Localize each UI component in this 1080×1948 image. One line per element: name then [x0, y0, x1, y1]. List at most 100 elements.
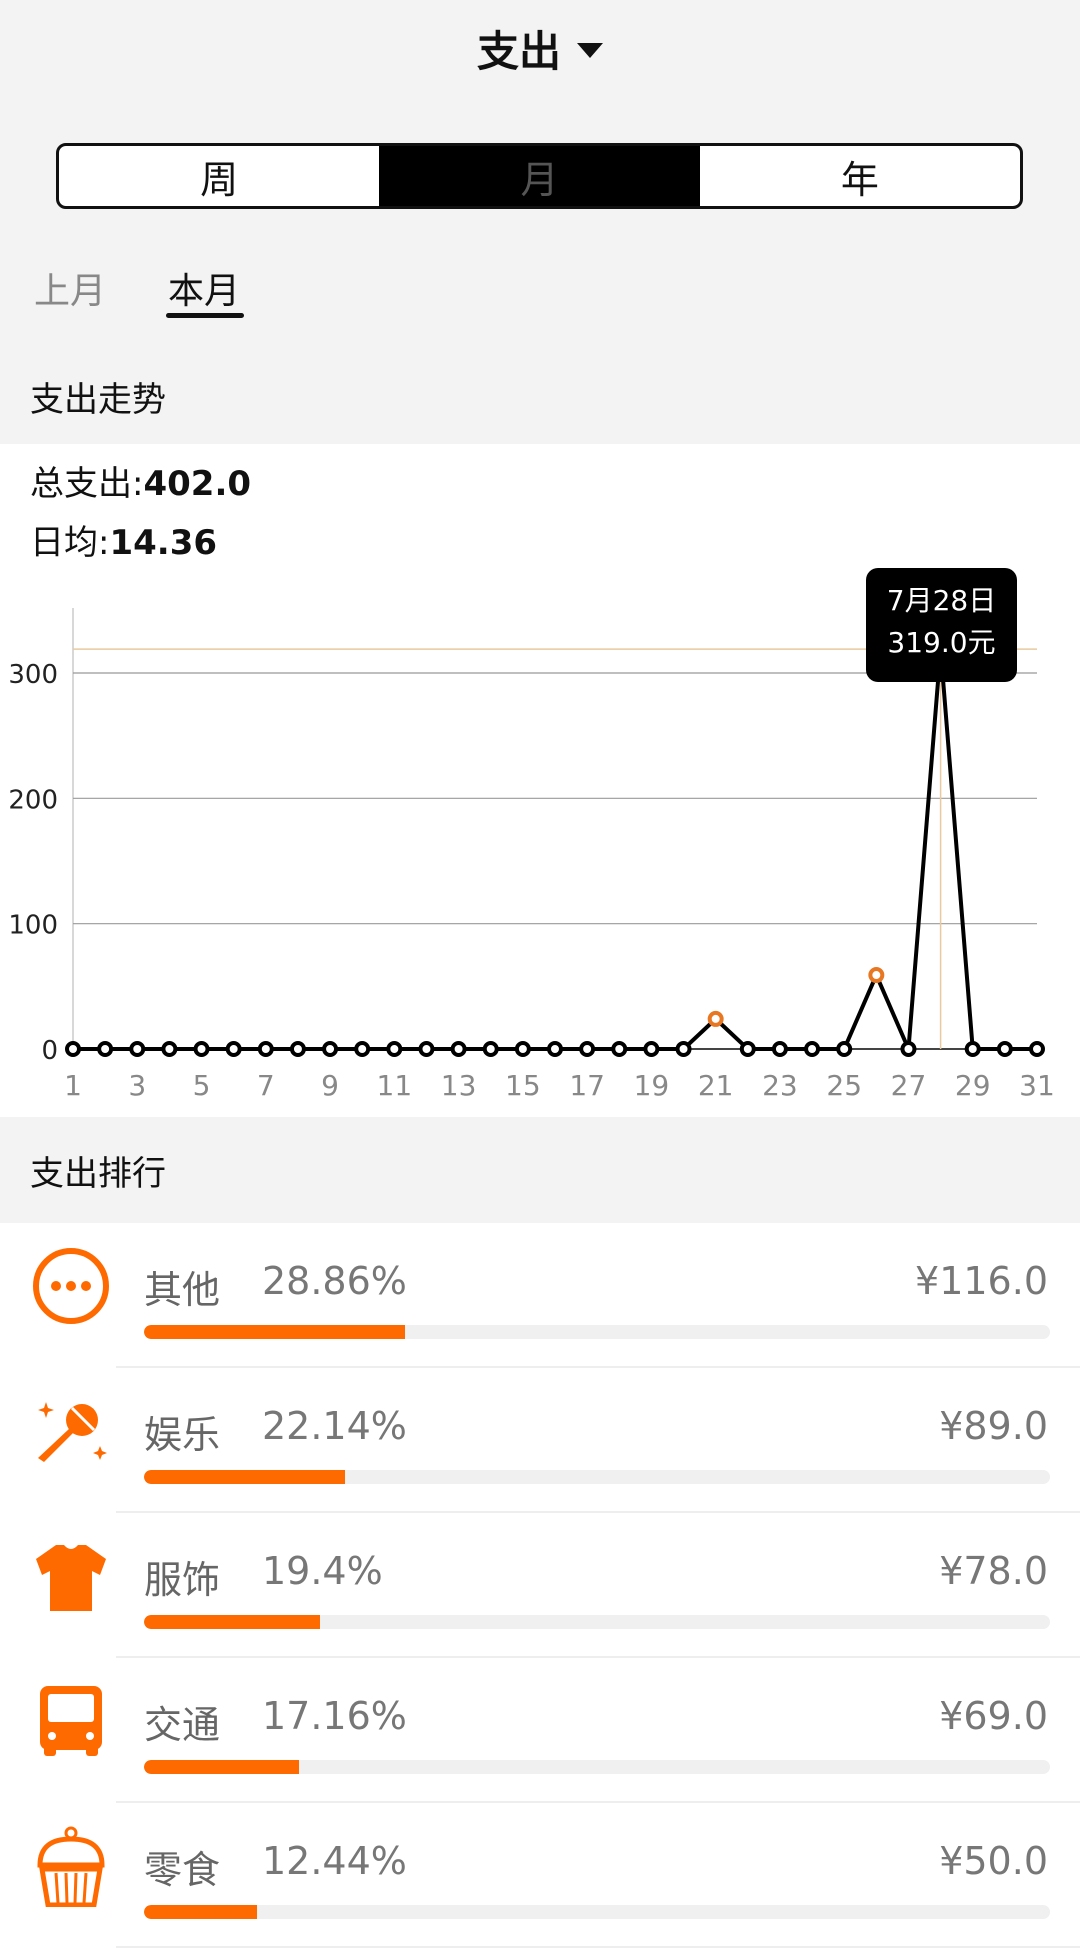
data-point: [322, 1041, 339, 1057]
bus-icon: [30, 1680, 112, 1762]
category-amount: ¥69.0: [939, 1694, 1048, 1738]
series-line: [73, 649, 1037, 1051]
x-tick-label: 25: [826, 1069, 862, 1102]
percent-bar-fill: [144, 1760, 300, 1774]
data-point: [996, 1041, 1013, 1057]
period-segmented-control: 周 月 年: [56, 143, 1023, 209]
total-label: 总支出:: [30, 464, 144, 504]
x-tick-label: 7: [257, 1069, 275, 1102]
microphone-icon: [30, 1390, 112, 1472]
avg-value: 14.36: [109, 523, 218, 563]
data-point: [900, 1041, 917, 1057]
tshirt-icon: [30, 1535, 112, 1617]
percent-bar: [144, 1905, 1050, 1919]
data-point: [771, 1041, 788, 1057]
data-point: [739, 1041, 756, 1057]
segment-week[interactable]: 周: [200, 157, 239, 202]
category-label: 服饰: [144, 1558, 221, 1602]
percent-bar-fill: [144, 1470, 345, 1484]
type-dropdown[interactable]: 支出: [0, 18, 1080, 79]
row-divider: [116, 1366, 1080, 1368]
category-label: 交通: [144, 1703, 221, 1747]
data-point: [579, 1041, 596, 1057]
category-label: 零食: [144, 1848, 221, 1892]
caret-down-icon: [577, 43, 603, 58]
x-tick-label: 29: [955, 1069, 991, 1102]
y-tick-label: 100: [8, 911, 58, 941]
data-point: [129, 1041, 146, 1057]
ranking-row[interactable]: 其他 28.86% ¥116.0: [0, 1223, 1080, 1368]
category-percent: 12.44%: [262, 1839, 407, 1883]
trend-section-header: 支出走势: [0, 349, 1080, 444]
category-percent: 19.4%: [262, 1549, 383, 1593]
y-tick-label: 300: [8, 660, 58, 690]
data-point: [225, 1041, 242, 1057]
y-tick-label: 200: [8, 785, 58, 815]
x-tick-label: 11: [377, 1069, 413, 1102]
tab-this-month[interactable]: 本月: [168, 271, 241, 312]
cupcake-icon: [30, 1825, 112, 1908]
x-tick-label: 3: [128, 1069, 146, 1102]
x-tick-label: 1: [64, 1069, 82, 1102]
category-label: 娱乐: [144, 1413, 221, 1457]
x-tick-label: 13: [441, 1069, 477, 1102]
ranking-section-header: 支出排行: [0, 1117, 1080, 1223]
x-tick-label: 19: [634, 1069, 670, 1102]
row-divider: [116, 1511, 1080, 1513]
x-tick-label: 5: [193, 1069, 211, 1102]
page-title: 支出: [476, 27, 561, 76]
data-point: [675, 1041, 692, 1057]
category-amount: ¥89.0: [939, 1404, 1048, 1448]
total-expense: 总支出:402.0: [30, 456, 251, 505]
active-tab-underline: [166, 313, 244, 318]
segment-year[interactable]: 年: [840, 157, 879, 202]
data-point: [804, 1041, 821, 1057]
percent-bar: [144, 1615, 1050, 1629]
percent-bar-fill: [144, 1615, 320, 1629]
data-point: [354, 1041, 371, 1057]
category-percent: 17.16%: [262, 1694, 407, 1738]
data-point: [611, 1041, 628, 1057]
x-tick-label: 17: [569, 1069, 605, 1102]
percent-bar: [144, 1760, 1050, 1774]
x-tick-label: 15: [505, 1069, 541, 1102]
tab-last-month[interactable]: 上月: [34, 271, 107, 312]
percent-bar: [144, 1325, 1050, 1339]
x-tick-label: 21: [698, 1069, 734, 1102]
category-label: 其他: [144, 1268, 221, 1312]
x-tick-label: 9: [321, 1069, 339, 1102]
more-dots-icon: [30, 1245, 112, 1327]
row-divider: [116, 1656, 1080, 1658]
data-point: [547, 1041, 563, 1057]
category-percent: 22.14%: [262, 1404, 407, 1448]
x-tick-label: 23: [762, 1069, 798, 1102]
data-point: [482, 1041, 499, 1057]
daily-average: 日均:14.36: [30, 515, 217, 564]
y-tick-label: 0: [41, 1036, 58, 1066]
ranking-row[interactable]: 交通 17.16% ¥69.0: [0, 1658, 1080, 1803]
data-point: [257, 1041, 274, 1057]
data-point: [836, 1041, 853, 1057]
x-tick-label: 27: [891, 1069, 927, 1102]
ranking-row[interactable]: 零食 12.44% ¥50.0: [0, 1803, 1080, 1948]
data-point: [418, 1041, 435, 1057]
category-percent: 28.86%: [262, 1259, 407, 1303]
chart-tooltip: 7月28日 319.0元: [866, 568, 1017, 682]
category-amount: ¥116.0: [915, 1259, 1048, 1303]
data-point: [193, 1041, 210, 1057]
data-point: [514, 1041, 531, 1057]
category-amount: ¥50.0: [939, 1839, 1048, 1883]
data-point: [707, 1010, 724, 1027]
row-divider: [116, 1801, 1080, 1803]
ranking-row[interactable]: 娱乐 22.14% ¥89.0: [0, 1368, 1080, 1513]
segment-month[interactable]: 月: [379, 146, 700, 206]
data-point: [386, 1041, 403, 1057]
data-point: [161, 1041, 178, 1057]
data-point: [97, 1041, 114, 1057]
ranking-row[interactable]: 服饰 19.4% ¥78.0: [0, 1513, 1080, 1658]
percent-bar-fill: [144, 1905, 257, 1919]
x-tick-label: 31: [1019, 1069, 1055, 1102]
tooltip-date: 7月28日: [886, 584, 997, 617]
percent-bar-fill: [144, 1325, 406, 1339]
